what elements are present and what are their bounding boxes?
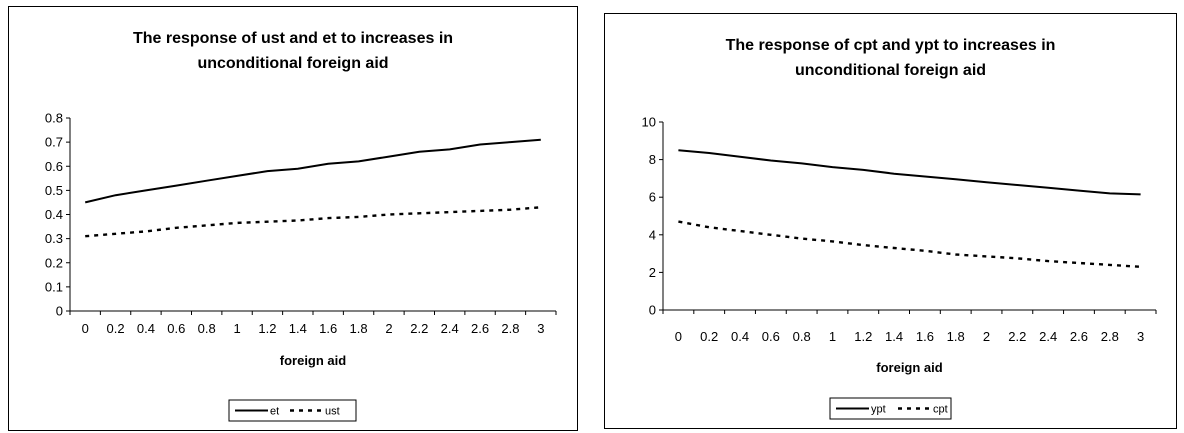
x-tick-label: 2.6 [1070, 329, 1088, 344]
y-tick-label: 0.6 [45, 159, 63, 174]
legend-label-cpt: cpt [933, 404, 948, 416]
x-tick-label: 0.2 [107, 321, 125, 336]
series-line-et [84, 138, 541, 204]
chart-title-line-1: The response of ust and et to increases … [133, 30, 453, 47]
y-tick-label: 2 [649, 265, 656, 280]
y-tick-label: 0.7 [45, 135, 63, 150]
x-tick-label: 0.8 [793, 329, 811, 344]
x-tick-label: 1.2 [258, 321, 276, 336]
series-line-ust [85, 206, 541, 238]
x-tick-label: 0.2 [700, 329, 718, 344]
chart-title-line-2: unconditional foreign aid [197, 55, 388, 72]
x-tick-label: 3 [1137, 329, 1144, 344]
x-tick-label: 0.4 [731, 329, 749, 344]
legend-label-ust: ust [325, 406, 340, 418]
legend-label-ypt: ypt [871, 404, 886, 416]
x-axis-title: foreign aid [876, 360, 943, 375]
x-tick-label: 2.6 [471, 321, 489, 336]
y-tick-label: 8 [649, 152, 656, 167]
y-tick-label: 4 [649, 227, 656, 242]
x-tick-label: 0.4 [137, 321, 155, 336]
chart-title-line-1: The response of cpt and ypt to increases… [726, 37, 1056, 54]
y-tick-label: 0.5 [45, 183, 63, 198]
x-tick-label: 2 [983, 329, 990, 344]
chart-panel-right: The response of cpt and ypt to increases… [604, 13, 1177, 429]
x-tick-label: 1.4 [885, 329, 903, 344]
x-tick-label: 1.6 [916, 329, 934, 344]
x-tick-label: 1.2 [854, 329, 872, 344]
x-tick-label: 2.4 [1039, 329, 1057, 344]
chart-svg-left: The response of ust and et to increases … [45, 30, 557, 422]
x-tick-label: 1 [233, 321, 240, 336]
x-tick-label: 2.4 [441, 321, 459, 336]
x-tick-label: 3 [537, 321, 544, 336]
x-tick-label: 0.6 [167, 321, 185, 336]
y-tick-label: 10 [642, 115, 656, 130]
x-tick-label: 0 [82, 321, 89, 336]
y-tick-label: 0 [649, 303, 656, 318]
chart-svg-right: The response of cpt and ypt to increases… [642, 37, 1157, 420]
x-tick-label: 1 [829, 329, 836, 344]
chart-title-line-2: unconditional foreign aid [795, 62, 986, 79]
x-tick-label: 2.2 [410, 321, 428, 336]
x-tick-label: 1.8 [947, 329, 965, 344]
x-tick-label: 2.2 [1008, 329, 1026, 344]
legend-label-et: et [270, 406, 279, 418]
x-tick-label: 0.8 [198, 321, 216, 336]
series-line-cpt [678, 220, 1141, 268]
x-tick-label: 0 [675, 329, 682, 344]
legend-box [829, 397, 952, 420]
x-tick-label: 0.6 [762, 329, 780, 344]
y-tick-label: 0.1 [45, 279, 63, 294]
x-axis-title: foreign aid [280, 353, 347, 368]
chart-panel-left: The response of ust and et to increases … [8, 6, 578, 431]
y-tick-label: 0.3 [45, 231, 63, 246]
y-tick-label: 0.2 [45, 255, 63, 270]
x-tick-label: 2 [385, 321, 392, 336]
y-tick-label: 6 [649, 190, 656, 205]
x-tick-label: 2.8 [501, 321, 519, 336]
x-tick-label: 2.8 [1101, 329, 1119, 344]
y-tick-label: 0.8 [45, 111, 63, 126]
y-tick-label: 0 [56, 304, 63, 319]
series-line-ypt [678, 149, 1141, 196]
y-tick-label: 0.4 [45, 207, 63, 222]
x-tick-label: 1.6 [319, 321, 337, 336]
x-tick-label: 1.8 [350, 321, 368, 336]
x-tick-label: 1.4 [289, 321, 307, 336]
